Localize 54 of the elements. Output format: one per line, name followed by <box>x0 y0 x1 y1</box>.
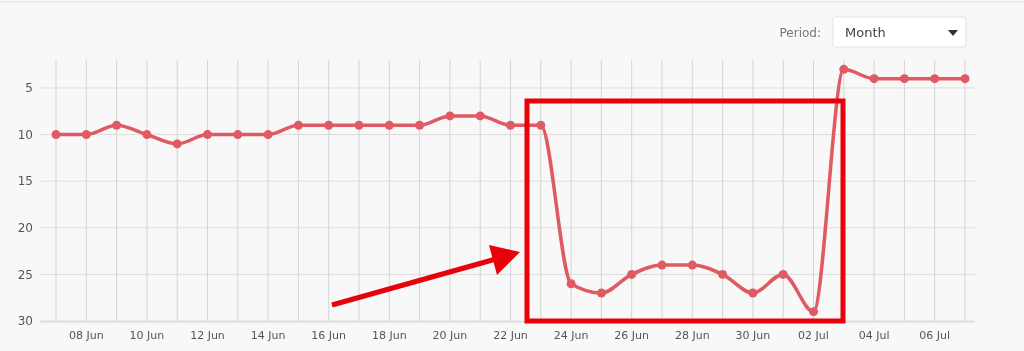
point <box>778 269 788 279</box>
point <box>112 120 122 130</box>
point <box>354 120 364 130</box>
x-tick-label: 10 Jun <box>129 329 165 342</box>
point <box>293 120 303 130</box>
dropdown-field: Month <box>832 16 967 48</box>
point <box>51 130 61 140</box>
point <box>536 120 546 130</box>
point <box>506 120 515 130</box>
point <box>475 111 485 121</box>
x-tick-label: 06 Jul <box>919 329 951 342</box>
y-tick-label: 25 <box>17 267 33 282</box>
point <box>657 260 667 270</box>
x-tick-label: 14 Jun <box>250 329 286 342</box>
point <box>566 279 576 289</box>
point <box>263 130 273 140</box>
x-tick-label: 12 Jun <box>190 329 225 342</box>
point <box>233 130 243 140</box>
point <box>445 111 455 121</box>
point <box>687 260 697 270</box>
x-tick-label: 30 Jun <box>735 329 771 342</box>
x-tick-label: 20 Jun <box>432 329 468 342</box>
point <box>930 74 940 84</box>
point <box>748 288 758 298</box>
x-tick-label: 02 Jul <box>798 329 829 342</box>
point <box>384 120 394 130</box>
point <box>324 120 334 130</box>
y-tick-label: 20 <box>17 220 33 235</box>
point <box>960 74 970 84</box>
point <box>596 288 606 298</box>
x-tick-label: 16 Jun <box>311 329 347 342</box>
point <box>809 307 818 317</box>
x-tick-label: 18 Jun <box>371 329 407 342</box>
point <box>627 269 637 279</box>
x-tick-label: 22 Jun <box>493 329 528 342</box>
y-tick-label: 30 <box>17 314 33 329</box>
point <box>172 139 182 149</box>
x-tick-label: 24 Jun <box>553 329 589 342</box>
x-tick-label: 28 Jun <box>674 329 710 342</box>
point <box>899 74 909 84</box>
y-tick-label: 5 <box>25 81 33 96</box>
point <box>869 74 879 84</box>
x-tick-label: 04 Jul <box>858 329 890 342</box>
x-tick-label: 08 Jun <box>68 329 104 342</box>
point <box>718 269 728 279</box>
point <box>415 120 425 130</box>
point <box>203 130 212 140</box>
y-tick-label: 15 <box>17 174 33 189</box>
x-tick-label: 26 Jun <box>614 329 650 342</box>
text: Period: <box>779 26 821 40</box>
point <box>81 130 91 140</box>
y-tick-label: 10 <box>17 127 33 142</box>
point <box>839 64 849 74</box>
point <box>142 130 152 140</box>
